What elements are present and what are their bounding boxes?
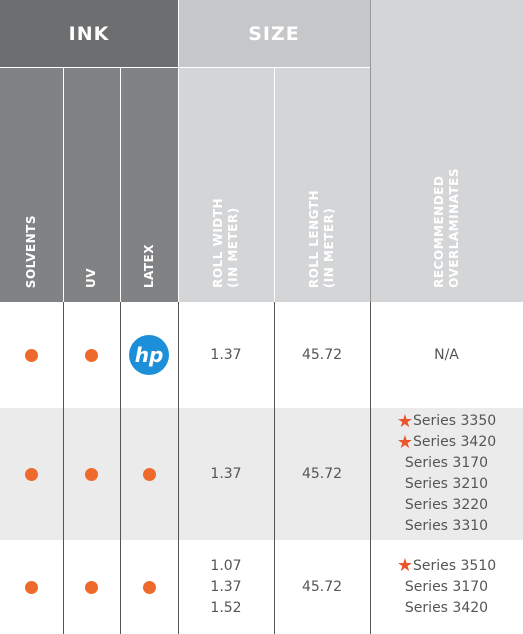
column-header: ROLL WIDTH (IN METER) — [178, 67, 274, 302]
star-icon: ★ — [396, 410, 413, 432]
overlaminate: ★ Series 3420 — [397, 432, 496, 453]
ink-dot — [142, 580, 156, 594]
column-header: SOLVENTS — [0, 67, 63, 302]
roll-length: 45.72 — [301, 578, 343, 595]
separator — [63, 67, 64, 302]
cell: ★ Series 3510 Series 3170 Series 3420 — [370, 540, 523, 634]
column-line — [274, 302, 275, 634]
header-line: RECOMMENDED — [431, 175, 446, 288]
overlaminate-text: Series 3310 — [404, 518, 489, 534]
column-line — [178, 302, 179, 634]
roll-width: 1.52 — [210, 599, 242, 616]
overlaminate-text: Series 3170 — [404, 455, 489, 471]
header-line: (IN METER) — [226, 207, 240, 288]
cell — [0, 302, 63, 408]
separator — [0, 67, 370, 68]
separator — [274, 67, 275, 302]
ink-dot — [85, 348, 98, 362]
header-line: SOLVENTS — [24, 214, 38, 288]
column-header: RECOMMENDED OVERLAMINATES — [370, 0, 523, 302]
cell: N/A — [370, 302, 523, 408]
overlaminate: Series 3310 — [405, 516, 488, 537]
cell — [63, 408, 120, 540]
header-bg — [0, 67, 178, 302]
separator — [120, 67, 121, 302]
column-header-text: ROLL WIDTH (IN METER) — [211, 198, 241, 288]
column-header: UV — [63, 67, 120, 302]
cell — [63, 302, 120, 408]
roll-length: 45.72 — [301, 465, 343, 482]
column-header-text: RECOMMENDED OVERLAMINATES — [432, 168, 462, 288]
hp-logo: hp — [129, 335, 169, 375]
overlaminate-text: Series 3220 — [404, 497, 489, 513]
header-line: UV — [84, 267, 98, 288]
roll-length: 45.72 — [301, 346, 343, 363]
header-line: OVERLAMINATES — [446, 168, 461, 288]
star-icon: ★ — [396, 555, 413, 576]
overlaminate: N/A — [434, 345, 459, 366]
overlaminate: ★ Series 3510 — [397, 556, 496, 577]
overlaminate: Series 3420 — [405, 598, 488, 619]
cell — [120, 540, 178, 634]
overlaminate: ★ Series 3350 — [397, 411, 496, 432]
group-header: INK — [0, 0, 178, 67]
overlaminate-text: Series 3170 — [404, 578, 489, 595]
column-line — [120, 302, 121, 634]
cell: 45.72 — [274, 540, 370, 634]
roll-width: 1.37 — [210, 465, 242, 482]
overlaminate-text: Series 3510 — [413, 557, 497, 574]
overlaminate: Series 3210 — [405, 474, 488, 495]
overlaminate-text: N/A — [434, 346, 459, 363]
cell: 1.37 — [178, 302, 274, 408]
column-line — [370, 302, 371, 634]
cell — [63, 540, 120, 634]
cell: 45.72 — [274, 302, 370, 408]
header-line: ROLL LENGTH — [307, 189, 321, 288]
cell: 45.72 — [274, 408, 370, 540]
roll-width: 1.07 — [210, 557, 242, 574]
header-line: (IN METER) — [322, 207, 336, 288]
overlaminate-text: Series 3350 — [413, 413, 497, 429]
cell — [0, 540, 63, 634]
header-bg — [370, 0, 523, 302]
overlaminate-text: Series 3420 — [413, 434, 497, 450]
column-header-text: ROLL LENGTH (IN METER) — [307, 190, 337, 288]
ink-dot — [85, 580, 98, 594]
column-header-text: SOLVENTS — [24, 215, 39, 288]
star-icon: ★ — [396, 431, 413, 453]
cell: 1.37 — [178, 408, 274, 540]
roll-width: 1.37 — [210, 346, 242, 363]
column-line — [63, 302, 64, 634]
group-header: SIZE — [178, 0, 370, 67]
separator — [178, 0, 179, 302]
column-header: ROLL LENGTH (IN METER) — [274, 67, 370, 302]
column-header-text: UV — [84, 268, 99, 288]
column-header: LATEX — [120, 67, 178, 302]
roll-width: 1.37 — [210, 578, 242, 595]
overlaminate: Series 3220 — [405, 495, 488, 516]
ink-dot — [85, 467, 98, 481]
ink-dot — [142, 467, 156, 481]
cell: 1.07 1.37 1.52 — [178, 540, 274, 634]
overlaminate-text: Series 3210 — [404, 476, 489, 492]
column-header-text: LATEX — [142, 244, 157, 288]
ink-dot — [25, 580, 38, 594]
ink-dot — [25, 467, 38, 481]
ink-dot — [25, 348, 38, 362]
cell — [0, 408, 63, 540]
overlaminate: Series 3170 — [405, 577, 488, 598]
header-line: ROLL WIDTH — [211, 198, 225, 288]
header-line: LATEX — [141, 243, 156, 288]
cell: hp — [120, 302, 178, 408]
overlaminate: Series 3170 — [405, 453, 488, 474]
cell — [120, 408, 178, 540]
overlaminate-text: Series 3420 — [404, 599, 489, 616]
cell: ★ Series 3350 ★ Series 3420 Series 3170 Serie… — [370, 408, 523, 540]
